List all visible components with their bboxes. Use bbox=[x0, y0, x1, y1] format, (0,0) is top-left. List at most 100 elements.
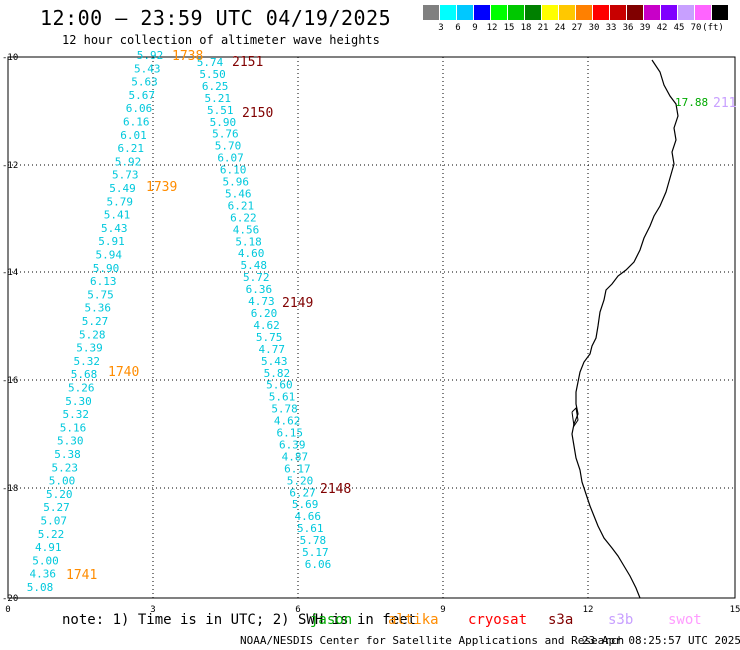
pass-number-label: 211 bbox=[713, 96, 736, 111]
swh-value-track-a: 5.28 bbox=[79, 328, 106, 341]
satellite-legend-jason: jason bbox=[310, 612, 353, 628]
swh-value-track-b: 6.10 bbox=[220, 164, 247, 177]
swh-value-track-a: 6.01 bbox=[120, 129, 147, 142]
swh-value-track-b: 6.36 bbox=[246, 283, 273, 296]
swh-value-track-b: 5.61 bbox=[297, 522, 324, 535]
swh-value-track-a: 5.07 bbox=[41, 515, 68, 528]
colorbar-swatch bbox=[559, 5, 575, 20]
swh-value-track-b: 5.46 bbox=[225, 187, 252, 200]
credit-line: NOAA/NESDIS Center for Satellite Applica… bbox=[240, 634, 625, 647]
swh-value-track-a: 5.92 bbox=[115, 155, 142, 168]
swh-value-track-b: 6.25 bbox=[202, 80, 229, 93]
swh-value-track-a: 5.00 bbox=[32, 554, 59, 567]
swh-value-track-b: 6.17 bbox=[284, 462, 311, 475]
coastline bbox=[571, 59, 679, 599]
x-tick-label: 6 bbox=[295, 605, 300, 615]
swh-value-track-a: 5.73 bbox=[112, 169, 139, 182]
pass-number-label: 2151 bbox=[232, 55, 263, 70]
swh-value-track-b: 5.50 bbox=[199, 68, 226, 81]
colorbar-swatch bbox=[542, 5, 558, 20]
colorbar-label: 33 bbox=[605, 23, 617, 33]
swh-value-track-b: 5.72 bbox=[243, 271, 270, 284]
swh-value-track-a: 5.30 bbox=[65, 395, 92, 408]
swh-value-track-b: 5.48 bbox=[240, 259, 267, 272]
swh-value-track-a: 5.22 bbox=[38, 528, 65, 541]
swh-value-track-b: 5.70 bbox=[215, 140, 242, 153]
swh-value-track-a: 5.30 bbox=[57, 435, 84, 448]
island-outline bbox=[571, 406, 579, 428]
colorbar-swatch bbox=[423, 5, 439, 20]
swh-value-track-b: 5.21 bbox=[204, 92, 231, 105]
colorbar-label: 18 bbox=[520, 23, 532, 33]
swh-value-track-b: 5.60 bbox=[266, 379, 293, 392]
swh-value-track-a: 5.32 bbox=[63, 408, 90, 421]
swh-value-track-b: 5.75 bbox=[256, 331, 283, 344]
satellite-legend-swot: swot bbox=[668, 612, 702, 628]
swh-value-track-a: 5.00 bbox=[49, 475, 76, 488]
colorbar-label: 24 bbox=[554, 23, 566, 33]
swh-value-track-b: 5.17 bbox=[302, 546, 329, 559]
colorbar-label: 9 bbox=[472, 23, 478, 33]
x-tick-label: 15 bbox=[730, 605, 740, 615]
swh-value-track-a: 6.16 bbox=[123, 116, 150, 129]
colorbar-label: 21 bbox=[537, 23, 549, 33]
colorbar-swatch bbox=[644, 5, 660, 20]
swh-value-track-a: 5.91 bbox=[98, 235, 125, 248]
colorbar-swatch bbox=[508, 5, 524, 20]
swh-value-track-a: 5.43 bbox=[101, 222, 128, 235]
swh-value-track-a: 5.32 bbox=[74, 355, 101, 368]
colorbar-swatch bbox=[678, 5, 694, 20]
swh-value-track-a: 5.79 bbox=[107, 195, 134, 208]
swh-value-track-a: 5.75 bbox=[87, 288, 114, 301]
colorbar-label: 6 bbox=[455, 23, 461, 33]
swh-value-track-b: 5.76 bbox=[212, 128, 239, 141]
y-tick-label: -20 bbox=[2, 594, 18, 604]
colorbar-swatch bbox=[712, 5, 728, 20]
swh-value-track-a: 5.27 bbox=[43, 501, 70, 514]
pass-number-label: 1740 bbox=[108, 365, 139, 380]
swh-value-track-b: 6.39 bbox=[279, 438, 306, 451]
swh-value-track-a: 5.36 bbox=[85, 302, 112, 315]
swh-value-track-b: 5.74 bbox=[197, 56, 224, 69]
swh-value-track-b: 4.56 bbox=[233, 223, 260, 236]
swh-value-track-b: 5.18 bbox=[235, 235, 262, 248]
swh-value-track-b: 5.51 bbox=[207, 104, 234, 117]
swh-value-track-b: 4.87 bbox=[282, 450, 309, 463]
swh-value-track-a: 6.21 bbox=[118, 142, 145, 155]
swh-value-track-b: 5.78 bbox=[300, 534, 327, 547]
swh-value-track-a: 5.39 bbox=[76, 342, 103, 355]
y-tick-label: -14 bbox=[2, 268, 18, 278]
swh-value-track-b: 4.73 bbox=[248, 295, 275, 308]
colorbar-swatch bbox=[593, 5, 609, 20]
swh-value-track-b: 4.77 bbox=[258, 343, 285, 356]
swh-value-track-b: 4.62 bbox=[274, 415, 301, 428]
swh-value-track-a: 4.36 bbox=[30, 568, 57, 581]
swh-value-track-a: 5.90 bbox=[93, 262, 120, 275]
footer-note: note: 1) Time is in UTC; 2) SWH is in fe… bbox=[62, 612, 417, 628]
swh-value-track-a: 5.16 bbox=[60, 421, 87, 434]
satellite-legend-cryosat: cryosat bbox=[468, 612, 528, 628]
colorbar-swatch bbox=[474, 5, 490, 20]
colorbar-label: 42 bbox=[656, 23, 668, 33]
swh-value-track-b: 6.21 bbox=[228, 199, 255, 212]
generated-timestamp: 23 Apr 08:25:57 UTC 2025 bbox=[582, 634, 740, 647]
swh-value-track-b: 5.20 bbox=[287, 474, 314, 487]
swh-value-track-a: 5.67 bbox=[129, 89, 156, 102]
swh-value-track-a: 5.94 bbox=[96, 249, 123, 262]
swh-value-track-a: 5.49 bbox=[109, 182, 136, 195]
swh-value-track-b: 5.82 bbox=[264, 367, 291, 380]
pass-number-label: 2149 bbox=[282, 296, 313, 311]
pass-number-label: 1741 bbox=[66, 568, 97, 583]
swh-value-track-a: 5.08 bbox=[27, 581, 54, 594]
swh-value-track-b: 5.69 bbox=[292, 498, 319, 511]
swh-value-track-b: 5.61 bbox=[269, 391, 296, 404]
swh-value-track-a: 4.91 bbox=[35, 541, 62, 554]
swh-value-track-a: 6.06 bbox=[126, 102, 153, 115]
pass-number-label: 2150 bbox=[242, 106, 273, 121]
colorbar-label: 15 bbox=[503, 23, 515, 33]
swh-value-track-a: 5.92 bbox=[137, 49, 164, 62]
colorbar-swatch bbox=[661, 5, 677, 20]
colorbar-unit: (ft) bbox=[702, 23, 724, 33]
pass-number-label: 1739 bbox=[146, 180, 177, 195]
colorbar-label: 39 bbox=[639, 23, 651, 33]
